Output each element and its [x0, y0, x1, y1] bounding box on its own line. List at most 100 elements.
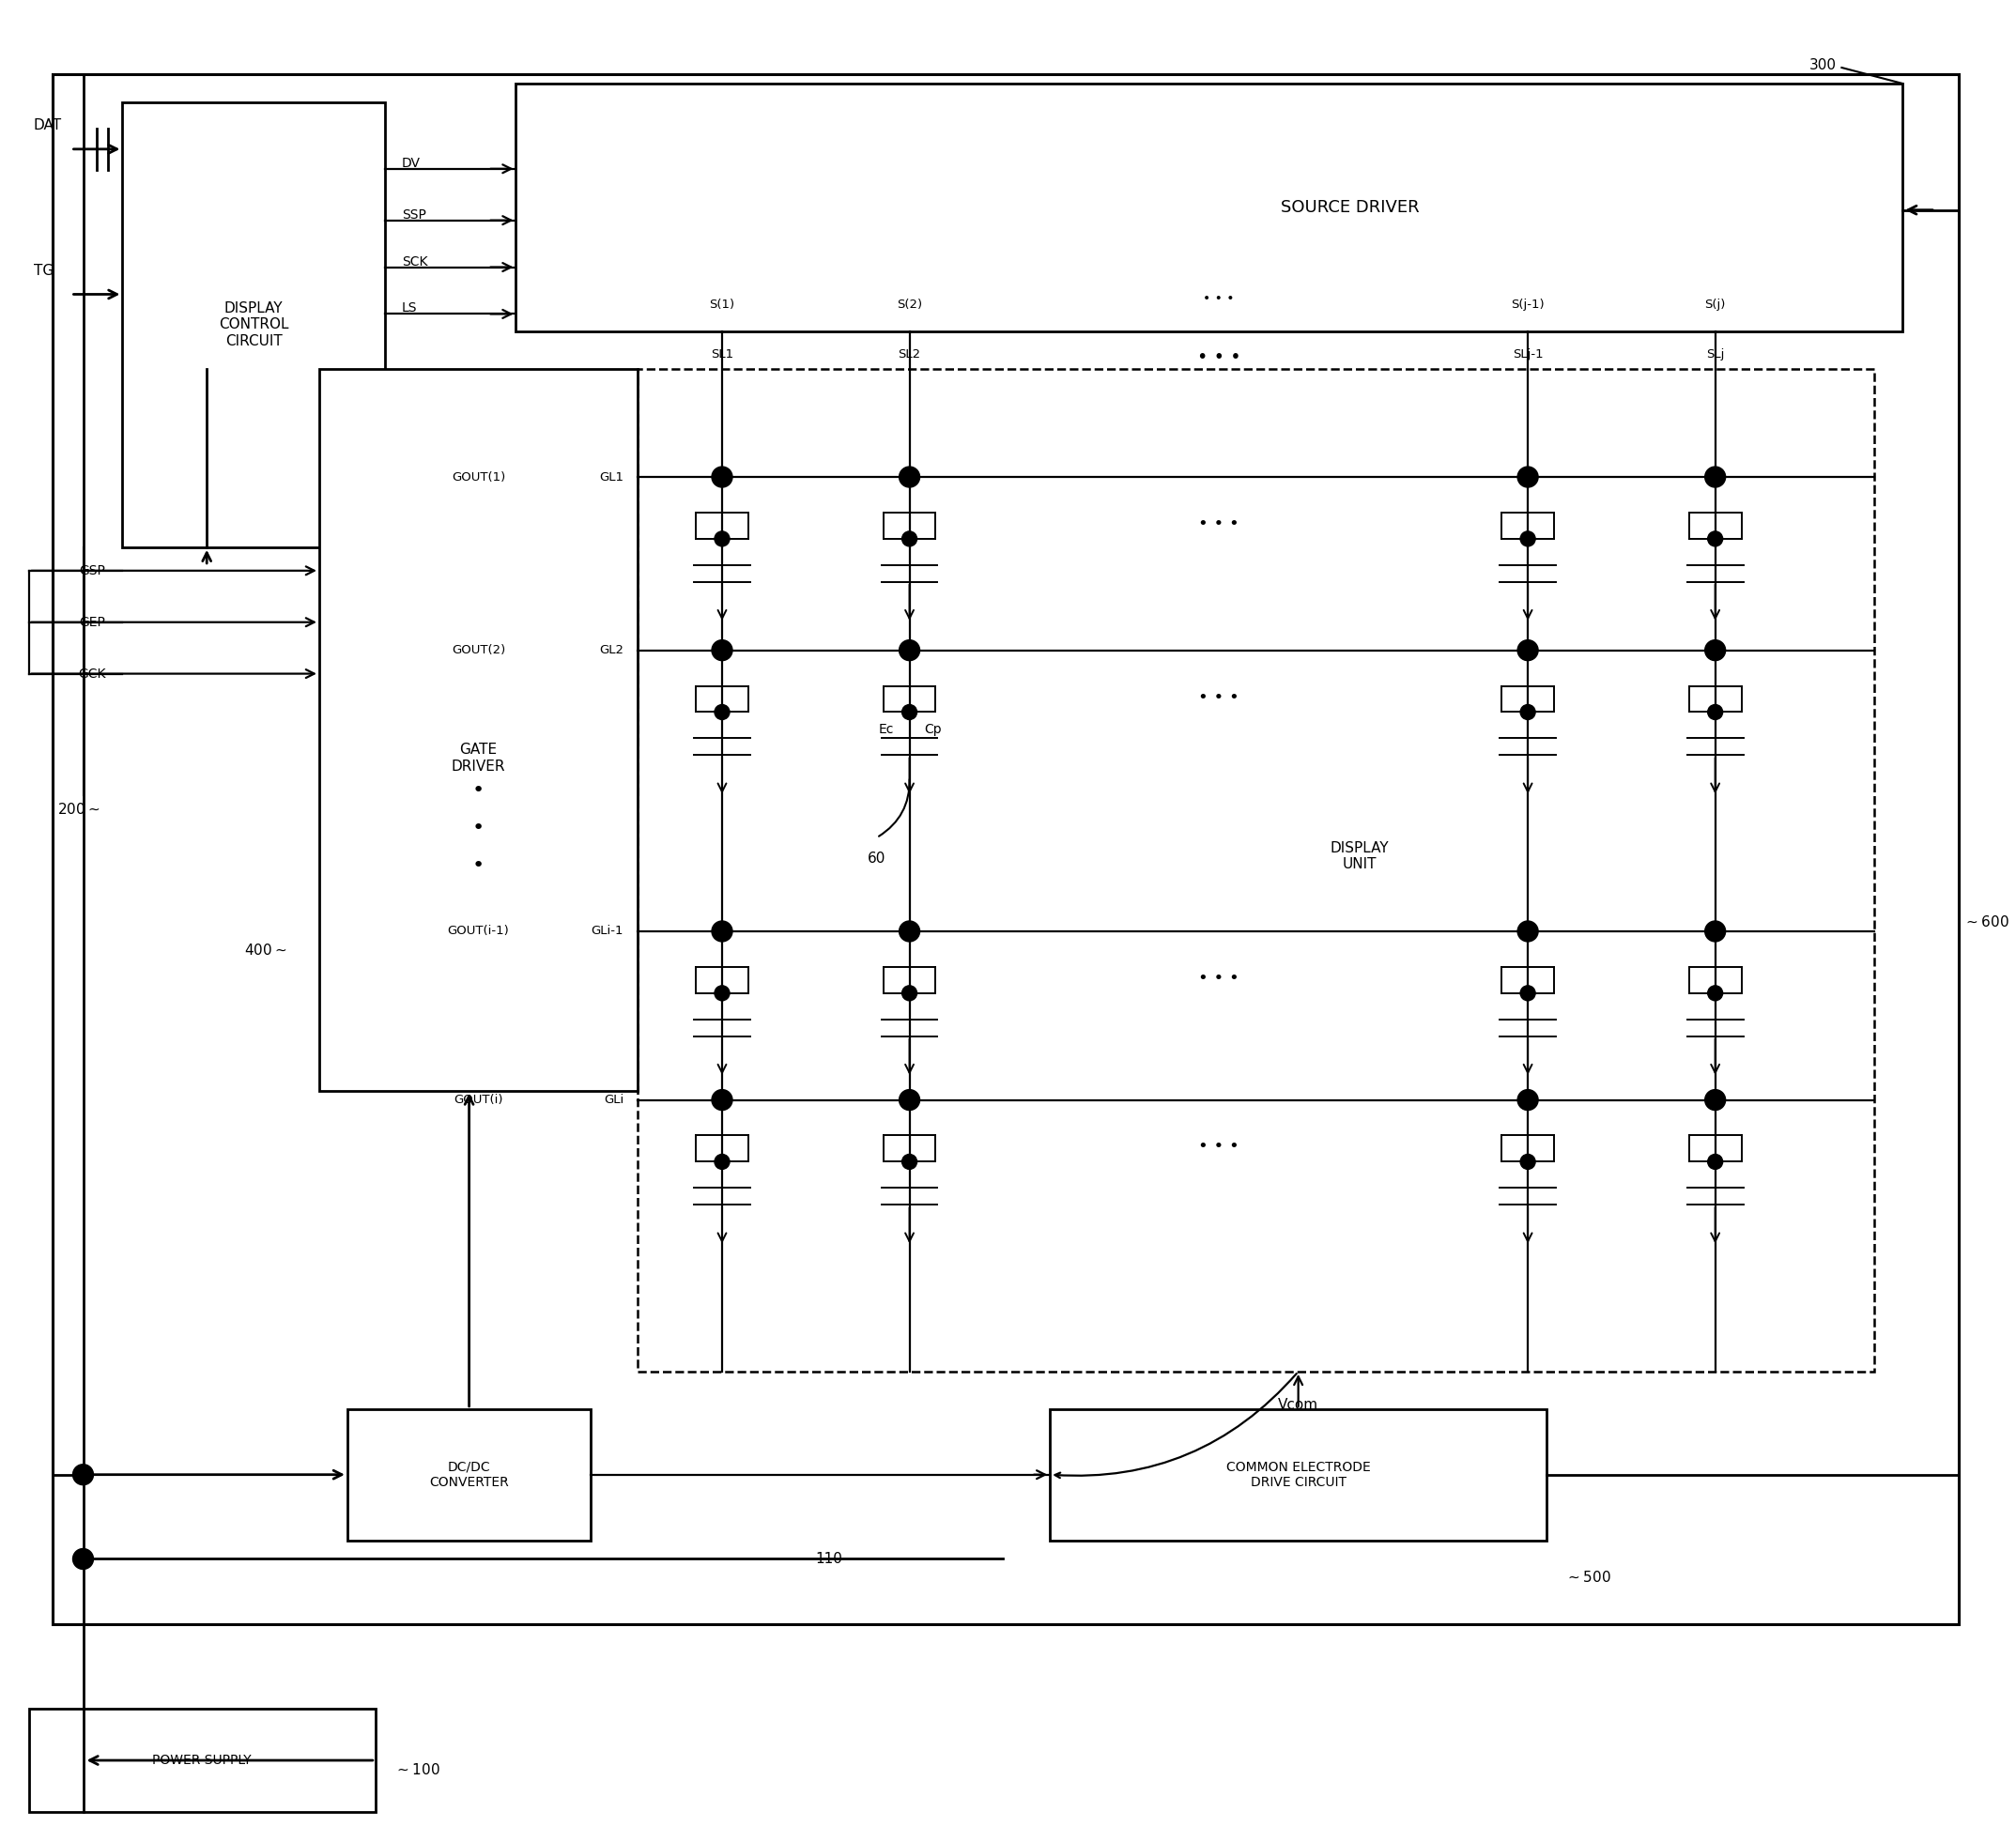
Circle shape [714, 468, 732, 486]
Text: GLi-1: GLi-1 [591, 925, 623, 938]
Circle shape [901, 530, 917, 547]
Text: $\sim$600: $\sim$600 [1964, 914, 2010, 930]
Text: SL1: SL1 [712, 348, 734, 361]
Text: 200$\sim$: 200$\sim$ [56, 801, 99, 818]
Text: GLi: GLi [603, 1094, 623, 1105]
Text: GL2: GL2 [599, 645, 623, 656]
Text: 300: 300 [1808, 57, 1837, 72]
Circle shape [714, 985, 730, 1000]
Circle shape [1518, 641, 1536, 659]
Bar [319, 368, 637, 1090]
Bar [52, 74, 1960, 1625]
Text: SLj: SLj [1706, 348, 1724, 361]
Text: $\sim$500: $\sim$500 [1564, 1569, 1611, 1586]
Circle shape [901, 705, 917, 720]
Bar [28, 1709, 375, 1813]
Text: GOUT(2): GOUT(2) [452, 645, 506, 656]
Circle shape [1518, 1090, 1536, 1109]
Bar [347, 1409, 591, 1540]
Circle shape [714, 641, 732, 659]
Text: S(2): S(2) [897, 298, 921, 311]
Circle shape [1708, 1155, 1724, 1170]
Circle shape [714, 530, 730, 547]
Circle shape [1520, 985, 1536, 1000]
Circle shape [714, 923, 732, 941]
Text: GSP: GSP [79, 564, 105, 577]
Text: • • •: • • • [1198, 1138, 1240, 1155]
Text: DC/DC
CONVERTER: DC/DC CONVERTER [429, 1461, 508, 1488]
Text: Vcom: Vcom [1278, 1398, 1318, 1413]
Circle shape [901, 985, 917, 1000]
Text: TG: TG [34, 263, 52, 278]
Text: GOUT(i-1): GOUT(i-1) [448, 925, 510, 938]
Text: Ec: Ec [879, 724, 893, 737]
Circle shape [899, 1090, 919, 1109]
Circle shape [1520, 530, 1536, 547]
Circle shape [1518, 468, 1536, 486]
Circle shape [712, 1090, 732, 1111]
Bar [123, 103, 385, 547]
Bar [1050, 1409, 1546, 1540]
Circle shape [1706, 921, 1726, 941]
Text: COMMON ELECTRODE
DRIVE CIRCUIT: COMMON ELECTRODE DRIVE CIRCUIT [1226, 1461, 1371, 1488]
Circle shape [1518, 466, 1538, 488]
Text: SSP: SSP [401, 208, 425, 221]
Circle shape [712, 466, 732, 488]
Text: •: • [472, 781, 484, 799]
Text: POWER SUPPLY: POWER SUPPLY [153, 1754, 252, 1766]
Text: GCK: GCK [79, 667, 105, 680]
Circle shape [899, 639, 919, 661]
Bar [637, 368, 1875, 1372]
Circle shape [899, 466, 919, 488]
Text: DISPLAY
CONTROL
CIRCUIT: DISPLAY CONTROL CIRCUIT [218, 302, 288, 348]
Text: DISPLAY
UNIT: DISPLAY UNIT [1331, 842, 1389, 871]
Text: $\sim$100: $\sim$100 [395, 1763, 439, 1778]
Text: DV: DV [401, 157, 421, 169]
Circle shape [714, 1155, 730, 1170]
Circle shape [714, 705, 730, 720]
Circle shape [1708, 530, 1724, 547]
Circle shape [1518, 639, 1538, 661]
Text: GOUT(1): GOUT(1) [452, 472, 506, 483]
Circle shape [1706, 468, 1724, 486]
Text: SCK: SCK [401, 254, 427, 269]
Text: S(j-1): S(j-1) [1512, 298, 1544, 311]
Circle shape [899, 641, 919, 659]
Circle shape [73, 1464, 93, 1485]
Text: DAT: DAT [34, 118, 62, 133]
Circle shape [1708, 705, 1724, 720]
Text: • • •: • • • [1198, 516, 1240, 532]
Circle shape [1518, 921, 1538, 941]
Circle shape [899, 1090, 919, 1111]
Text: GEP: GEP [79, 615, 105, 628]
Text: S(1): S(1) [710, 298, 734, 311]
Text: • • •: • • • [1198, 969, 1240, 987]
Text: • • •: • • • [1198, 689, 1240, 705]
Circle shape [1706, 641, 1724, 659]
Circle shape [899, 468, 919, 486]
Text: 110: 110 [816, 1553, 843, 1566]
Circle shape [1520, 705, 1536, 720]
Text: Cp: Cp [923, 724, 941, 737]
Text: 60: 60 [867, 851, 885, 866]
Text: SOURCE DRIVER: SOURCE DRIVER [1280, 199, 1419, 216]
Text: • • •: • • • [1198, 348, 1240, 367]
Circle shape [1706, 1090, 1724, 1109]
Text: SLj-1: SLj-1 [1512, 348, 1542, 361]
Circle shape [901, 1155, 917, 1170]
Circle shape [1518, 1090, 1538, 1111]
Circle shape [1706, 466, 1726, 488]
Text: •: • [472, 820, 484, 838]
Bar [516, 83, 1903, 332]
Text: 400$\sim$: 400$\sim$ [244, 943, 286, 958]
Text: •: • [472, 857, 484, 875]
Circle shape [73, 1549, 93, 1569]
Circle shape [1708, 985, 1724, 1000]
Text: GOUT(i): GOUT(i) [454, 1094, 504, 1105]
Circle shape [1706, 1090, 1726, 1111]
Circle shape [1518, 923, 1536, 941]
Text: GL1: GL1 [599, 472, 623, 483]
Text: GATE
DRIVER: GATE DRIVER [452, 742, 506, 774]
Circle shape [899, 921, 919, 941]
Circle shape [899, 923, 919, 941]
